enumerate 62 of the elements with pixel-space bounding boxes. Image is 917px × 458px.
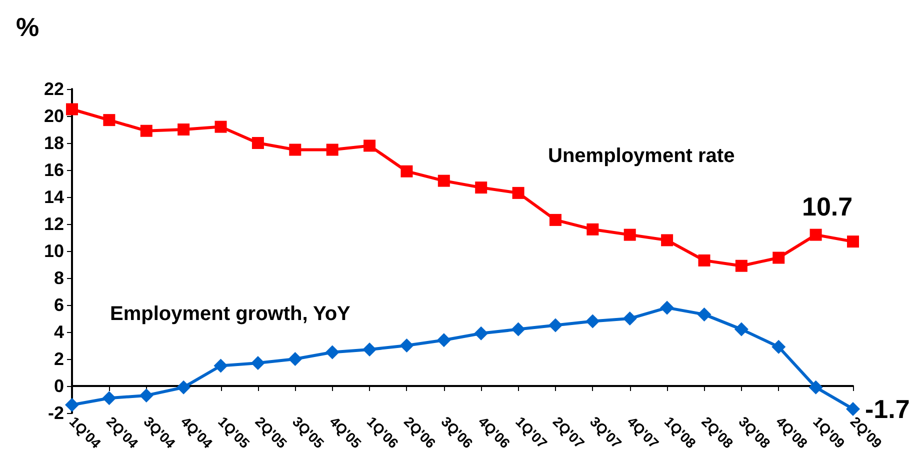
point	[586, 223, 599, 236]
point	[697, 307, 712, 322]
point	[698, 254, 710, 266]
point	[735, 260, 748, 272]
series-label: Employment growth, YoY	[110, 303, 352, 325]
point	[549, 214, 562, 226]
point	[400, 165, 413, 178]
point	[214, 358, 228, 373]
point	[252, 137, 264, 149]
point	[847, 236, 859, 248]
data-label: -1.7	[865, 394, 910, 424]
point	[622, 312, 637, 326]
point	[772, 252, 785, 264]
point	[289, 144, 302, 156]
point	[810, 228, 822, 241]
point	[178, 124, 190, 136]
y-tick-label: 6	[54, 295, 64, 315]
point	[103, 114, 116, 126]
y-axis-title: %	[16, 12, 40, 42]
point	[734, 322, 748, 336]
y-tick-label: 22	[44, 79, 64, 99]
point	[362, 342, 377, 357]
point	[102, 391, 116, 406]
point	[772, 340, 786, 354]
point	[660, 300, 674, 315]
y-tick-label: 2	[54, 349, 64, 369]
y-tick-label: 20	[44, 106, 64, 126]
point	[808, 380, 823, 394]
point	[624, 228, 636, 241]
point	[438, 174, 450, 187]
y-tick-label: 16	[44, 160, 64, 180]
point	[661, 234, 674, 246]
y-tick-label: 4	[54, 322, 64, 342]
y-tick-label: 0	[54, 376, 64, 396]
point	[475, 182, 488, 194]
point	[139, 388, 154, 402]
point	[250, 356, 265, 370]
y-tick-label: 12	[44, 214, 64, 234]
point	[325, 345, 340, 360]
point	[511, 322, 526, 336]
point	[326, 144, 338, 156]
y-tick-label: 18	[44, 133, 64, 153]
point	[288, 352, 302, 366]
series-label: Unemployment rate	[548, 145, 735, 167]
y-tick-label: -2	[48, 403, 64, 423]
point	[846, 402, 860, 416]
point	[65, 398, 79, 412]
point	[66, 103, 78, 116]
y-tick-label: 10	[44, 241, 64, 261]
point	[214, 120, 227, 133]
y-tick-label: 14	[44, 187, 64, 207]
point	[586, 314, 600, 328]
point	[140, 124, 152, 137]
point	[364, 140, 376, 152]
point	[400, 338, 414, 352]
point	[548, 318, 562, 332]
point	[474, 326, 488, 340]
y-tick-label: 8	[54, 268, 64, 288]
point	[436, 333, 451, 348]
point	[176, 380, 191, 394]
point	[512, 186, 524, 199]
data-label: 10.7	[802, 192, 853, 222]
